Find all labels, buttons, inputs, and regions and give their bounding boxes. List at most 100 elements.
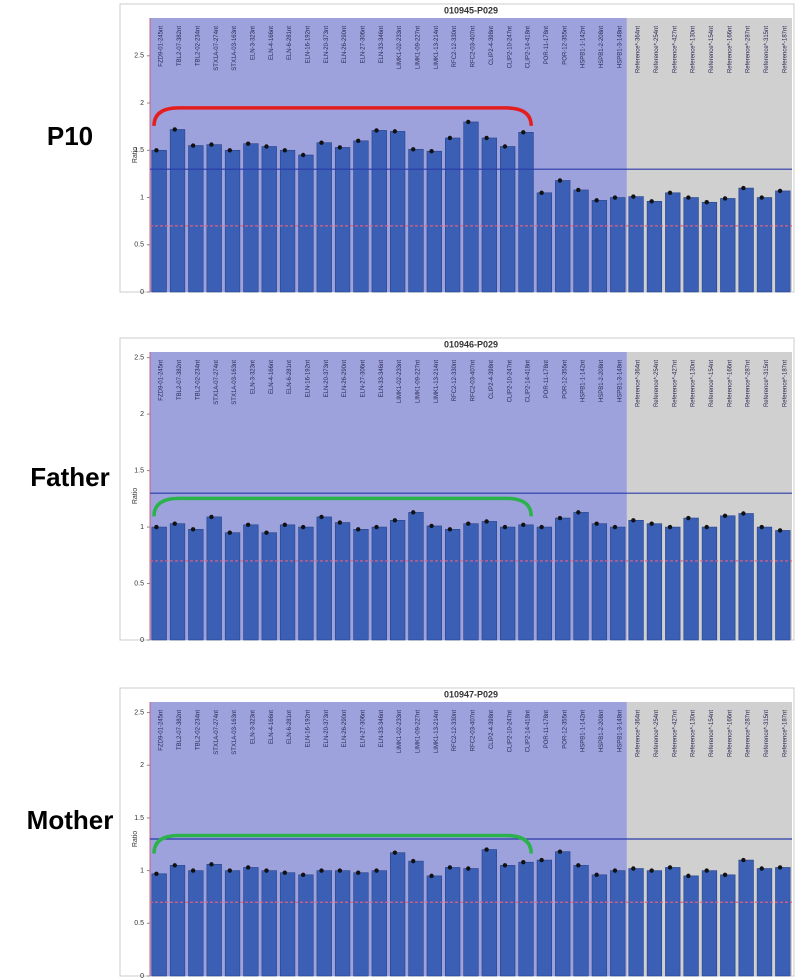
y-tick-label: 1: [140, 867, 144, 874]
ratio-dot: [722, 513, 728, 518]
category-label: Reference*-364nt: [636, 710, 642, 757]
category-label: ELN-26-290nt: [342, 710, 348, 748]
category-label: Reference*-130nt: [691, 710, 697, 757]
category-label: POR-12-355nt: [562, 26, 568, 65]
panel-label: P10: [47, 121, 93, 151]
bar: [408, 149, 424, 293]
category-label: ELN-20-373nt: [324, 710, 330, 748]
category-label: POR-11-178nt: [544, 710, 550, 749]
bar: [206, 863, 222, 977]
category-label: Reference*-254nt: [654, 360, 660, 407]
y-tick-label: 2.5: [134, 709, 144, 716]
category-label: LIMK1-13-214nt: [434, 710, 440, 753]
ratio-dot: [759, 866, 764, 871]
ratio-dot: [154, 871, 159, 876]
bar: [646, 200, 663, 293]
category-label: CLIP2-4-398nt: [489, 360, 495, 399]
ratio-dot: [759, 524, 764, 530]
ratio-dot: [576, 510, 581, 515]
ratio-dot: [741, 857, 746, 863]
ratio-dot: [154, 148, 159, 153]
panel-label: Father: [30, 462, 109, 492]
y-tick-label: 1.5: [134, 147, 144, 154]
category-label: Reference*-187nt: [782, 360, 788, 407]
category-label: ELN-4-166nt: [269, 360, 275, 394]
ratio-dot: [576, 187, 581, 193]
category-label: POR-11-178nt: [544, 360, 550, 399]
category-label: TBL2-02-234nt: [195, 710, 201, 750]
category-label: ELN-3-323nt: [250, 26, 256, 60]
bar: [518, 861, 534, 977]
bracket: [152, 106, 533, 127]
ratio-dot: [245, 141, 251, 146]
bar: [646, 523, 663, 641]
ratio-dot: [411, 510, 416, 515]
ratio-dot: [631, 194, 636, 199]
ratio-dot: [557, 178, 563, 183]
bar: [389, 852, 406, 977]
ratio-dot: [704, 524, 709, 530]
bar: [665, 867, 681, 977]
category-label: ELN-3-323nt: [250, 710, 256, 744]
bar: [261, 870, 277, 977]
bar: [591, 874, 608, 977]
category-label: STX1A-07-274nt: [214, 26, 220, 71]
ratio-dot: [649, 199, 654, 204]
ratio-dot: [539, 190, 544, 195]
bar: [646, 870, 663, 977]
ratio-dot: [282, 522, 288, 527]
bar: [408, 860, 424, 977]
ratio-dot: [154, 524, 159, 530]
category-label: ELN-27-306nt: [361, 360, 367, 398]
bar: [445, 529, 461, 641]
ratio-dot: [686, 195, 691, 200]
bar: [188, 529, 204, 641]
bar: [188, 145, 204, 293]
bar: [701, 870, 718, 977]
bar: [665, 526, 681, 641]
category-label: ELN-33-346nt: [379, 360, 385, 398]
bar: [775, 530, 791, 641]
y-tick-label: 0.5: [134, 920, 144, 927]
ratio-dot: [355, 527, 361, 532]
ratio-dot: [484, 847, 489, 852]
ratio-dot: [227, 530, 232, 535]
bar: [683, 517, 699, 641]
y-tick-label: 2: [140, 762, 144, 769]
bar: [279, 524, 296, 641]
ratio-dot: [447, 135, 453, 141]
ratio-dot: [667, 865, 673, 870]
y-tick-label: 1.5: [134, 467, 144, 474]
y-tick-label: 2: [140, 100, 144, 107]
ratio-dot: [594, 198, 599, 203]
bar: [371, 130, 387, 293]
category-label: LIMK1-02-233nt: [397, 360, 403, 403]
ratio-dot: [355, 138, 361, 144]
bar: [518, 132, 534, 293]
bar: [536, 526, 553, 641]
category-label: ELN-6-281nt: [287, 360, 293, 394]
category-label: STX1A-03-163nt: [232, 26, 238, 71]
bar: [316, 516, 332, 641]
category-label: CLIP2-4-398nt: [489, 26, 495, 65]
category-label: RFC2-03-407nt: [471, 710, 477, 752]
bar: [188, 870, 204, 977]
category-label: TBL2-02-234nt: [195, 360, 201, 400]
chart-title: 010947-P029: [444, 689, 498, 699]
ratio-dot: [300, 524, 306, 530]
category-label: ELN-20-373nt: [324, 26, 330, 64]
bar: [445, 137, 461, 293]
category-label: Reference*-154nt: [709, 26, 715, 73]
bar: [151, 526, 167, 641]
bar: [298, 154, 314, 293]
bar: [261, 532, 277, 641]
ratio-dot: [392, 129, 398, 134]
bar: [353, 529, 369, 641]
ratio-dot: [337, 145, 343, 150]
bar: [720, 515, 736, 641]
ratio-dot: [502, 144, 508, 149]
bar: [169, 865, 186, 977]
category-label: STX1A-03-163nt: [232, 710, 238, 755]
category-label: Reference*-364nt: [636, 26, 642, 73]
ratio-dot: [282, 148, 288, 153]
